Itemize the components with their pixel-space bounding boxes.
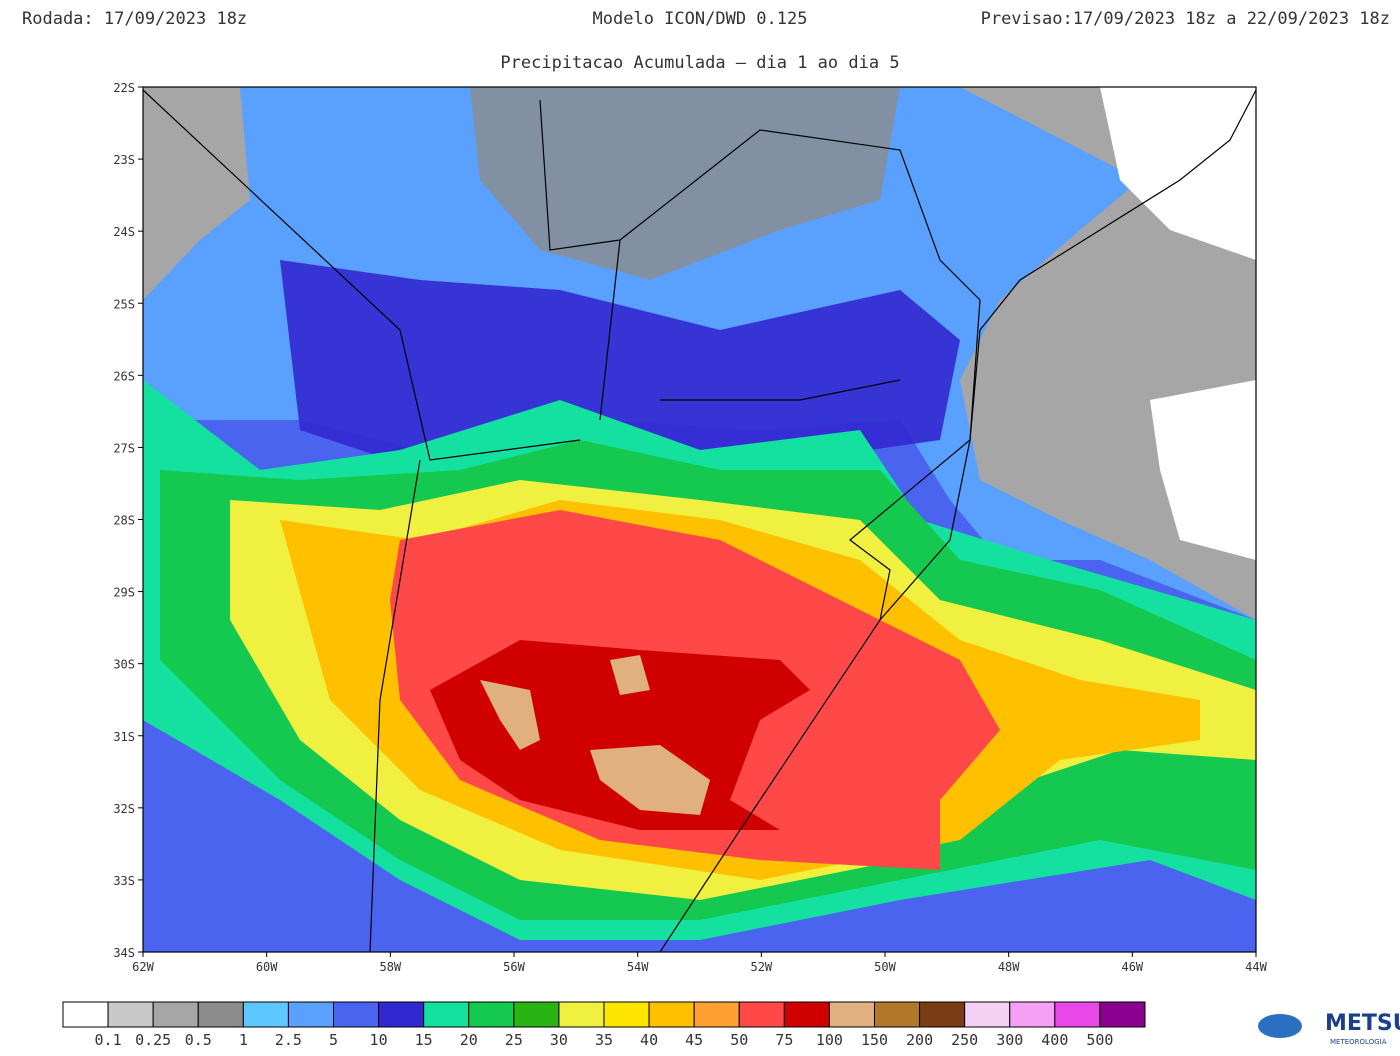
lon-label: 44W xyxy=(1245,960,1267,974)
lat-label: 26S xyxy=(113,369,135,383)
legend-label: 10 xyxy=(370,1031,388,1049)
lat-label: 31S xyxy=(113,730,135,744)
lon-label: 48W xyxy=(998,960,1020,974)
legend-swatch xyxy=(828,1001,876,1028)
legend-swatch xyxy=(378,1001,425,1028)
legend-label: 30 xyxy=(550,1031,568,1049)
legend-swatch xyxy=(874,1001,921,1028)
legend-label: 100 xyxy=(816,1031,843,1049)
legend-label: 15 xyxy=(415,1031,433,1049)
precip-field xyxy=(143,87,1256,952)
run-label: Rodada: 17/09/2023 18z xyxy=(22,9,247,29)
legend-swatch xyxy=(242,1001,289,1028)
lon-label: 60W xyxy=(256,960,278,974)
lon-label: 52W xyxy=(750,960,772,974)
lon-label: 62W xyxy=(132,960,154,974)
lon-label: 54W xyxy=(627,960,649,974)
legend-swatch xyxy=(738,1001,785,1028)
legend-label: 0.5 xyxy=(185,1031,212,1049)
forecast-label: Previsao:17/09/2023 18z a 22/09/2023 18z xyxy=(981,9,1390,29)
legend-swatch xyxy=(1009,1001,1056,1028)
lat-label: 34S xyxy=(113,946,135,960)
legend-swatch xyxy=(1054,1001,1101,1028)
legend-label: 35 xyxy=(595,1031,613,1049)
legend-swatch xyxy=(107,1001,154,1028)
legend-label: 2.5 xyxy=(275,1031,302,1049)
lon-label: 56W xyxy=(503,960,525,974)
lat-label: 30S xyxy=(113,658,135,672)
legend-swatch xyxy=(783,1001,830,1028)
lat-label: 25S xyxy=(113,297,135,311)
legend-label: 300 xyxy=(996,1031,1023,1049)
legend-label: 20 xyxy=(460,1031,478,1049)
legend-label: 45 xyxy=(685,1031,703,1049)
lat-label: 24S xyxy=(113,225,135,239)
legend-swatch xyxy=(919,1001,966,1028)
legend-swatch xyxy=(468,1001,515,1028)
legend-swatch xyxy=(693,1001,740,1028)
legend-swatch xyxy=(558,1001,605,1028)
legend-swatch xyxy=(333,1001,380,1028)
legend-swatch xyxy=(197,1001,244,1028)
legend-label: 200 xyxy=(906,1031,933,1049)
legend-swatch xyxy=(513,1001,560,1028)
legend-label: 250 xyxy=(951,1031,978,1049)
legend-label: 1 xyxy=(239,1031,248,1049)
legend-swatch xyxy=(152,1001,199,1028)
legend-label: 400 xyxy=(1041,1031,1068,1049)
lon-label: 58W xyxy=(379,960,401,974)
legend-label: 0.25 xyxy=(135,1031,171,1049)
legend-swatch xyxy=(287,1001,334,1028)
lat-label: 27S xyxy=(113,441,135,455)
lat-label: 23S xyxy=(113,153,135,167)
lat-label: 32S xyxy=(113,802,135,816)
lon-label: 50W xyxy=(874,960,896,974)
legend-swatch xyxy=(964,1001,1011,1028)
legend-label: 75 xyxy=(775,1031,793,1049)
legend-label: 150 xyxy=(861,1031,888,1049)
logo-tagline: METEOROLOGIA xyxy=(1330,1038,1387,1046)
legend-label: 50 xyxy=(730,1031,748,1049)
legend-swatch xyxy=(648,1001,695,1028)
lat-label: 33S xyxy=(113,874,135,888)
legend-swatch xyxy=(62,1001,109,1028)
subtitle: Precipitacao Acumulada — dia 1 ao dia 5 xyxy=(500,53,899,73)
legend-label: 25 xyxy=(505,1031,523,1049)
legend-label: 40 xyxy=(640,1031,658,1049)
logo-name: METSUL xyxy=(1325,1011,1400,1036)
logo-globe xyxy=(1258,1014,1302,1038)
legend-label: 0.1 xyxy=(95,1031,122,1049)
model-label: Modelo ICON/DWD 0.125 xyxy=(593,9,808,29)
lon-label: 46W xyxy=(1121,960,1143,974)
lat-label: 22S xyxy=(113,81,135,95)
legend-label: 5 xyxy=(329,1031,338,1049)
legend-label: 500 xyxy=(1086,1031,1113,1049)
legend-swatch xyxy=(423,1001,470,1028)
legend-swatch xyxy=(603,1001,650,1028)
lat-label: 28S xyxy=(113,514,135,528)
lat-label: 29S xyxy=(113,586,135,600)
legend-swatch xyxy=(1099,1001,1146,1028)
